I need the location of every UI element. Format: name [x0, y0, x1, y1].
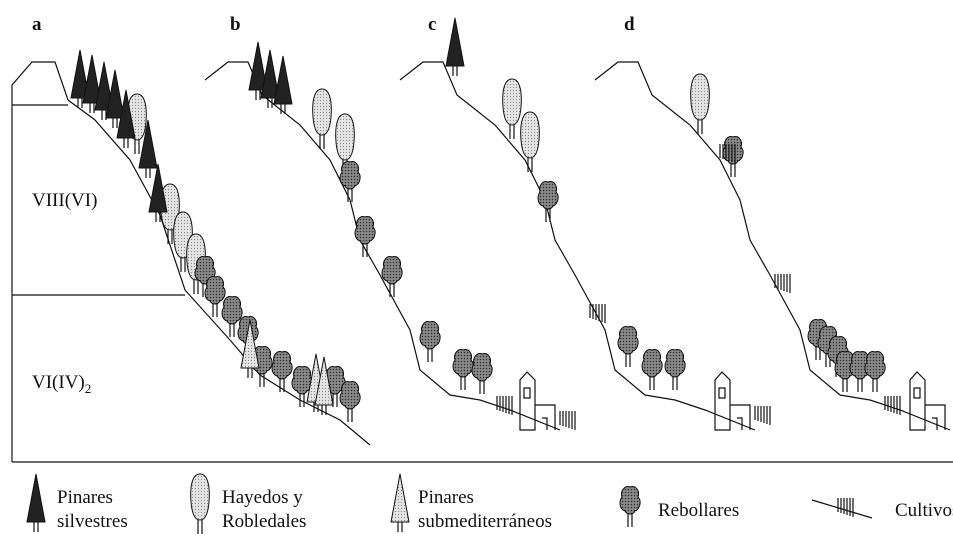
tree	[381, 256, 403, 298]
tree	[520, 111, 540, 173]
tree	[339, 161, 361, 203]
tree	[617, 326, 639, 368]
tree	[502, 78, 522, 140]
tree	[537, 181, 559, 223]
zone-label: VI(IV)2	[32, 372, 91, 396]
zone-text: VI(IV)	[32, 372, 85, 393]
tree	[641, 349, 663, 391]
tree	[452, 349, 474, 391]
tree	[664, 349, 686, 391]
zone-subscript: 2	[85, 381, 92, 396]
building	[519, 371, 556, 431]
legend-icon	[390, 473, 410, 533]
panel-label: a	[32, 14, 42, 35]
tree	[445, 17, 465, 77]
legend-icon	[811, 497, 873, 519]
building	[909, 371, 946, 431]
panel-label: d	[624, 14, 635, 35]
tree	[419, 321, 441, 363]
legend-label: Cultivos	[895, 500, 953, 521]
slope	[594, 61, 951, 431]
slope	[399, 61, 756, 431]
legend-icon	[190, 473, 210, 535]
legend-label: Hayedos y	[222, 487, 303, 508]
legend-label: Pinares	[57, 487, 113, 508]
hill	[11, 61, 69, 462]
building	[714, 371, 751, 431]
tree	[354, 216, 376, 258]
legend-label: Rebollares	[658, 500, 739, 521]
tree	[471, 353, 493, 395]
legend-label: Pinares	[418, 487, 474, 508]
cultivo	[754, 405, 771, 426]
tree	[312, 88, 332, 150]
tree	[271, 351, 293, 393]
legend-label: Robledales	[222, 511, 306, 532]
panel-label: b	[230, 14, 241, 35]
legend-label: silvestres	[57, 511, 128, 532]
tree	[690, 73, 710, 135]
cultivo	[774, 273, 791, 294]
legend: Pinares silvestres Hayedos y Robledales …	[26, 473, 953, 535]
legend-icon	[619, 486, 641, 528]
slope	[67, 99, 371, 446]
artwork	[11, 17, 953, 463]
legend-icon	[26, 473, 46, 533]
tree	[864, 351, 886, 393]
cultivo	[496, 395, 513, 416]
cultivo	[559, 410, 576, 431]
legend-label: submediterráneos	[418, 511, 552, 532]
zone-label: VIII(VI)	[32, 190, 97, 211]
tree	[339, 381, 361, 423]
panel-label: c	[428, 14, 436, 35]
